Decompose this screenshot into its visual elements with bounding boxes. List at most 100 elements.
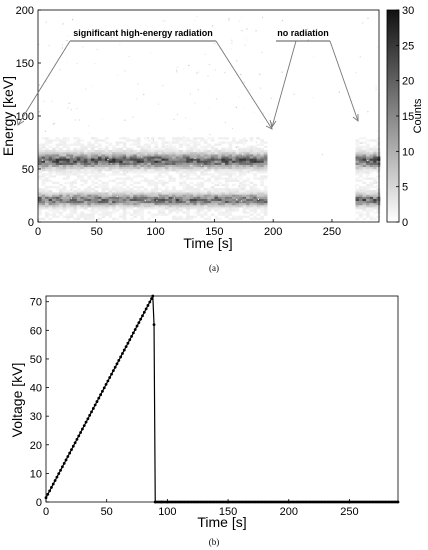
heatmap-cell xyxy=(164,154,169,157)
heatmap-cell xyxy=(87,185,92,189)
heatmap-cell xyxy=(62,152,67,155)
heatmap-cell xyxy=(112,190,116,193)
heatmap-cell xyxy=(369,171,374,174)
heatmap-cell xyxy=(242,196,247,199)
heatmap-cell xyxy=(157,147,162,151)
heatmap-cell xyxy=(189,185,194,189)
heatmap-cell xyxy=(80,160,85,163)
heatmap-cell xyxy=(73,194,78,197)
heatmap-cell xyxy=(52,149,56,153)
heatmap-cell xyxy=(129,139,134,142)
heatmap-cell xyxy=(224,147,229,151)
heatmap-cell xyxy=(179,152,183,155)
heatmap-speckle xyxy=(48,45,50,47)
heatmap-cell xyxy=(154,166,159,170)
heatmap-cell xyxy=(62,141,67,144)
heatmap-cell xyxy=(203,194,208,197)
heatmap-cell xyxy=(242,139,247,142)
heatmap-cell xyxy=(200,215,204,218)
heatmap-cell xyxy=(164,200,169,204)
heatmap-cell xyxy=(168,141,173,144)
heatmap-cell xyxy=(161,198,166,201)
heatmap-cell xyxy=(249,202,254,206)
heatmap-cell xyxy=(369,154,374,157)
y-tick-label: 200 xyxy=(16,5,34,17)
heatmap-cell xyxy=(224,160,229,163)
heatmap-cell xyxy=(55,139,60,142)
heatmap-cell xyxy=(186,173,190,176)
heatmap-cell xyxy=(143,202,148,206)
heatmap-cell xyxy=(249,164,254,168)
heatmap-speckle xyxy=(243,144,245,146)
heatmap-speckle xyxy=(164,20,166,22)
heatmap-cell xyxy=(196,154,201,157)
heatmap-cell xyxy=(122,152,127,155)
x-tick-label: 150 xyxy=(219,506,237,518)
heatmap-cell xyxy=(119,147,123,151)
heatmap-cell xyxy=(359,173,363,176)
heatmap-cell xyxy=(263,205,268,208)
heatmap-speckle xyxy=(194,157,196,159)
heatmap-cell xyxy=(154,194,159,197)
heatmap-cell xyxy=(133,192,137,195)
heatmap-cell xyxy=(164,188,169,191)
heatmap-cell xyxy=(143,205,148,208)
heatmap-cell xyxy=(129,171,134,174)
heatmap-cell xyxy=(182,175,187,178)
heatmap-cell xyxy=(186,162,190,165)
heatmap-speckle xyxy=(357,147,359,149)
heatmap-cell xyxy=(253,169,257,172)
heatmap-cell xyxy=(129,194,134,197)
heatmap-speckle xyxy=(306,28,309,30)
data-point xyxy=(128,338,132,342)
heatmap-cell xyxy=(359,141,363,144)
heatmap-speckle xyxy=(116,74,119,76)
heatmap-cell xyxy=(62,190,67,193)
heatmap-cell xyxy=(179,181,183,185)
heatmap-cell xyxy=(154,158,159,161)
heatmap-cell xyxy=(97,213,102,216)
heatmap-speckle xyxy=(45,80,47,82)
heatmap-cell xyxy=(38,169,42,172)
heatmap-cell xyxy=(41,198,46,201)
heatmap-cell xyxy=(157,181,162,185)
heatmap-cell xyxy=(232,137,236,140)
heatmap-cell xyxy=(76,137,81,140)
heatmap-cell xyxy=(66,194,70,197)
data-point xyxy=(137,321,141,325)
heatmap-cell xyxy=(147,190,152,193)
heatmap-cell xyxy=(150,149,155,153)
heatmap-cell xyxy=(239,200,243,204)
heatmap-cell xyxy=(373,152,377,155)
heatmap-cell xyxy=(157,200,162,204)
heatmap-cell xyxy=(246,149,250,153)
heatmap-cell xyxy=(48,169,53,172)
heatmap-cell xyxy=(76,213,81,216)
data-point xyxy=(53,479,57,482)
heatmap-cell xyxy=(136,198,141,201)
heatmap-cell xyxy=(115,185,120,189)
data-point xyxy=(73,441,77,445)
heatmap-cell xyxy=(62,149,67,153)
heatmap-cell xyxy=(164,173,169,176)
heatmap-cell xyxy=(256,169,261,172)
heatmap-speckle xyxy=(196,15,198,18)
heatmap-cell xyxy=(235,205,240,208)
heatmap-cell xyxy=(196,190,201,193)
heatmap-cell xyxy=(359,147,363,151)
data-point xyxy=(150,297,154,300)
heatmap-cell xyxy=(129,202,134,206)
heatmap-cell xyxy=(38,152,42,155)
heatmap-cell xyxy=(115,183,120,187)
heatmap-cell xyxy=(94,196,99,199)
heatmap-cell xyxy=(83,205,88,208)
heatmap-speckle xyxy=(242,107,245,109)
heatmap-speckle xyxy=(228,189,230,191)
heatmap-cell xyxy=(221,137,226,140)
heatmap-cell xyxy=(369,202,374,206)
heatmap-cell xyxy=(355,160,360,163)
heatmap-cell xyxy=(101,160,106,163)
heatmap-cell xyxy=(221,207,226,210)
heatmap-cell xyxy=(182,152,187,155)
heatmap-cell xyxy=(263,202,268,206)
